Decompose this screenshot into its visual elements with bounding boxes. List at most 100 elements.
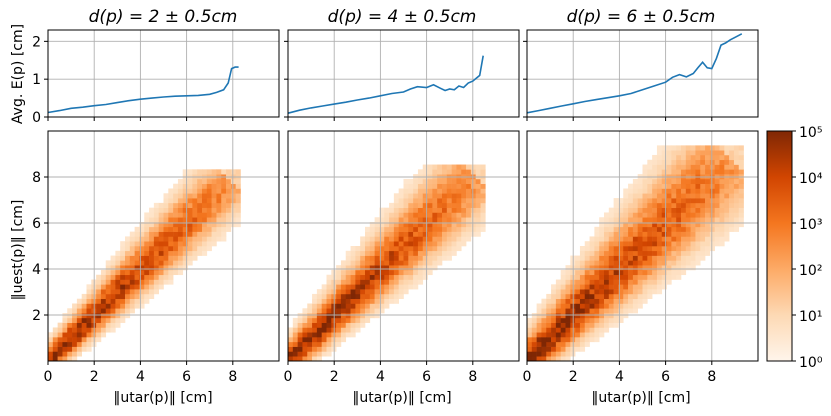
heatmap-cell (661, 279, 667, 285)
heatmap-cell (632, 279, 638, 285)
heatmap-cell (125, 269, 131, 276)
heatmap-cell (163, 198, 169, 204)
heatmap-cell (134, 231, 140, 237)
axes-frame (287, 29, 520, 118)
heatmap-cell (470, 183, 476, 189)
heatmap-cell (480, 226, 486, 232)
heatmap-cell (144, 250, 150, 256)
heatmap-cell (192, 222, 198, 228)
heatmap-cell (613, 212, 619, 218)
heatmap-cell (546, 313, 552, 319)
heatmap-cell (724, 159, 730, 165)
heatmap-cell (613, 303, 619, 309)
heatmap-cell (623, 303, 629, 309)
heatmap-cell (389, 293, 395, 300)
heatmap-cell (690, 164, 696, 170)
heatmap-cell (738, 212, 744, 218)
heatmap-cell (724, 178, 730, 185)
heatmap-cell (163, 260, 169, 266)
heatmap-cell (442, 255, 448, 261)
heatmap-cell (312, 298, 318, 304)
heatmap-cell (384, 298, 390, 304)
heatmap-cell (417, 212, 424, 218)
heatmap-cell (413, 260, 419, 266)
heatmap-cell (432, 217, 438, 223)
heatmap-cell (729, 159, 735, 165)
heatmap-cell (589, 265, 595, 271)
heatmap-cell (608, 231, 614, 237)
heatmap-cell (177, 178, 184, 185)
heatmap-cell (656, 269, 663, 276)
heatmap-cell (599, 313, 605, 319)
heatmap-cell (466, 217, 472, 223)
heatmap-cell (120, 260, 126, 266)
heatmap-cell (451, 188, 457, 194)
heatmap-cell (206, 236, 212, 242)
heatmap-cell (527, 356, 533, 362)
heatmap-cell (733, 183, 740, 189)
heatmap-cell (129, 274, 135, 280)
heatmap-cell (105, 265, 111, 271)
heatmap-cell (681, 159, 687, 165)
heatmap-cell (656, 150, 663, 156)
heatmap-cell (685, 241, 691, 247)
heatmap-cell (632, 289, 638, 295)
heatmap-cell (384, 231, 390, 237)
heatmap-cell (48, 351, 54, 357)
heatmap-cell (427, 217, 433, 223)
heatmap-cell (350, 284, 356, 290)
heatmap-cell (422, 260, 428, 266)
heatmap-cell (389, 269, 395, 276)
heatmap-cell (326, 327, 332, 333)
heatmap-cell (531, 317, 537, 323)
heatmap-cell (202, 207, 208, 213)
heatmap-cell (86, 308, 92, 314)
heatmap-cell (738, 169, 744, 175)
heatmap-cell (398, 188, 404, 194)
heatmap-cell (456, 183, 462, 189)
heatmap-cell (466, 212, 472, 218)
heatmap-cell (355, 308, 361, 314)
heatmap-cell (661, 145, 667, 151)
heatmap-cell (52, 327, 58, 333)
heatmap-cell (681, 250, 687, 256)
heatmap-cell (637, 274, 643, 280)
heatmap-cell (350, 265, 356, 271)
heatmap-cell (551, 303, 557, 309)
heatmap-cell (531, 332, 537, 338)
heatmap-cell (608, 298, 614, 304)
heatmap-cell (733, 145, 740, 151)
heatmap-cell (235, 188, 241, 194)
heatmap-cell (666, 183, 672, 189)
heatmap-cell (393, 217, 399, 223)
heatmap-cell (389, 279, 395, 285)
heatmap-cell (403, 269, 409, 276)
heatmap-cell (589, 308, 595, 314)
heatmap-cell (709, 150, 715, 156)
heatmap-cell (575, 341, 581, 347)
heatmap-cell (705, 193, 711, 199)
heatmap-cell (719, 198, 725, 204)
heatmap-cell (599, 260, 605, 266)
heatmap-cell (129, 289, 135, 295)
heatmap-cell (288, 332, 294, 338)
heatmap-cell (398, 207, 404, 213)
heatmap-cell (560, 322, 566, 328)
heatmap-cell (408, 274, 414, 280)
heatmap-cell (374, 308, 380, 314)
heatmap-cell (202, 226, 208, 232)
heatmap-cell (393, 207, 399, 213)
heatmap-cell (589, 250, 595, 256)
heatmap-cell (417, 260, 424, 266)
heatmap-cell (623, 260, 629, 266)
heatmap-cell (652, 164, 658, 170)
heatmap-cell (656, 260, 663, 266)
heatmap-cell (163, 250, 169, 256)
heatmap-cell (690, 236, 696, 242)
heatmap-cell (432, 265, 438, 271)
heatmap-cell (340, 284, 347, 290)
heatmap-cell (565, 308, 571, 314)
heatmap-cell (681, 269, 687, 276)
heatmap-cell (647, 159, 653, 165)
heatmap-cell (100, 284, 107, 290)
